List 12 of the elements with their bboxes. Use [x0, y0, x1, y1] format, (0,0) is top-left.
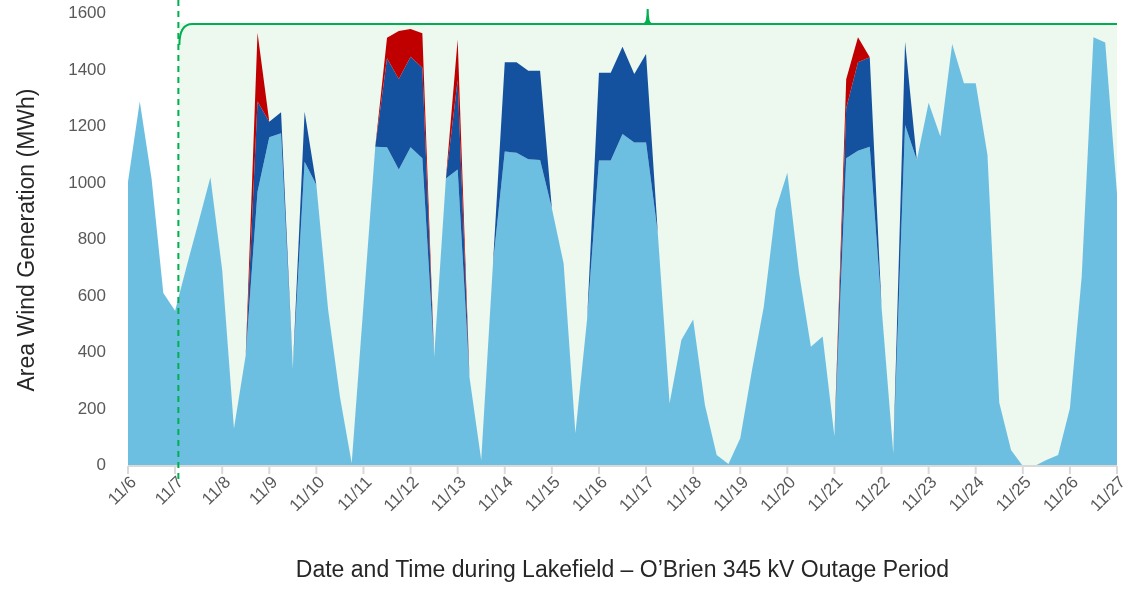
x-axis-title: Date and Time during Lakefield – O’Brien 345 kV Outage Period — [295, 556, 950, 582]
y-tick-label: 600 — [77, 285, 106, 305]
y-tick-label: 400 — [77, 342, 106, 362]
y-axis-title: Area Wind Generation (MWh) — [13, 88, 39, 392]
y-tick-label: 1200 — [68, 116, 106, 136]
y-tick-label: 1600 — [68, 3, 106, 23]
y-tick-label: 200 — [77, 398, 106, 418]
x-tick-label: 11/9 — [245, 472, 282, 509]
y-tick-label: 1000 — [68, 172, 106, 192]
y-tick-label: 0 — [96, 455, 106, 475]
y-tick-label: 1400 — [68, 59, 106, 79]
y-tick-label: 800 — [77, 229, 106, 249]
